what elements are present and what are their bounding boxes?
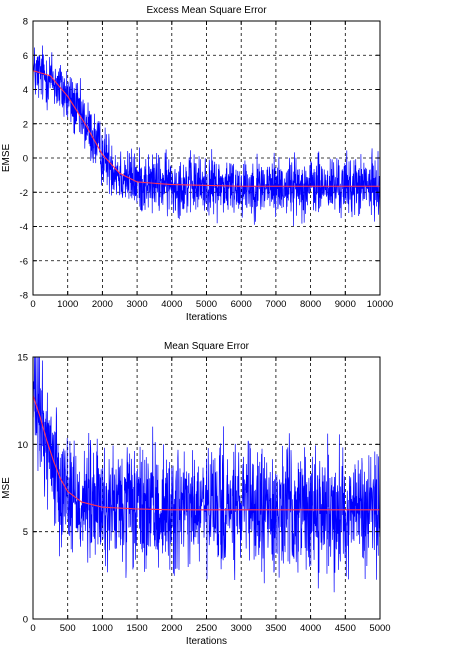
x-tick-label: 1500: [127, 623, 148, 634]
x-tick-label: 1000: [57, 299, 78, 310]
series-line-1: [33, 45, 380, 227]
x-axis-label: Iterations: [186, 312, 227, 323]
x-tick-label: 4000: [161, 299, 182, 310]
series-line-2: [33, 395, 380, 511]
y-tick-label: -8: [20, 291, 28, 302]
y-tick-label: -2: [20, 188, 28, 199]
y-axis-label: EMSE: [1, 144, 12, 173]
x-tick-label: 3000: [231, 623, 252, 634]
y-tick-label: -6: [20, 256, 28, 267]
y-tick-label: 4: [23, 85, 28, 96]
x-tick-label: 500: [60, 623, 76, 634]
series-line-2: [33, 70, 380, 187]
x-tick-label: 3000: [127, 299, 148, 310]
y-tick-label: 5: [23, 527, 28, 538]
y-tick-label: 0: [23, 615, 28, 626]
x-tick-label: 4000: [300, 623, 321, 634]
x-tick-label: 8000: [300, 299, 321, 310]
y-tick-label: 2: [23, 119, 28, 130]
y-tick-label: 0: [23, 154, 28, 165]
x-tick-label: 2000: [161, 623, 182, 634]
y-tick-label: 10: [17, 440, 28, 451]
y-tick-label: 8: [23, 17, 28, 28]
x-tick-label: 5000: [369, 623, 390, 634]
x-tick-label: 1000: [92, 623, 113, 634]
chart-2: 0 500 1000 1500 2000 2500 3000 3500 4000 4500 5000…: [1, 341, 391, 647]
y-tick-label: 15: [17, 353, 28, 364]
x-tick-label: 2000: [92, 299, 113, 310]
series-line-1: [33, 357, 380, 593]
x-tick-label: 7000: [265, 299, 286, 310]
x-tick-label: 0: [30, 623, 35, 634]
chart-title: Mean Square Error: [164, 341, 250, 352]
x-tick-label: 4500: [335, 623, 356, 634]
chart-title: Excess Mean Square Error: [146, 5, 267, 16]
x-axis-label: Iterations: [186, 636, 227, 647]
y-tick-label: 6: [23, 51, 28, 62]
chart-1: 0 1000 2000 3000 4000 5000 6000 7000 8000 9000 100…: [1, 5, 393, 323]
x-tick-label: 3500: [265, 623, 286, 634]
y-tick-label: -4: [20, 222, 28, 233]
x-tick-label: 2500: [196, 623, 217, 634]
x-tick-label: 10000: [367, 299, 393, 310]
x-tick-label: 9000: [335, 299, 356, 310]
x-tick-label: 0: [30, 299, 35, 310]
y-axis-label: MSE: [1, 477, 12, 499]
x-tick-label: 5000: [196, 299, 217, 310]
x-tick-label: 6000: [231, 299, 252, 310]
